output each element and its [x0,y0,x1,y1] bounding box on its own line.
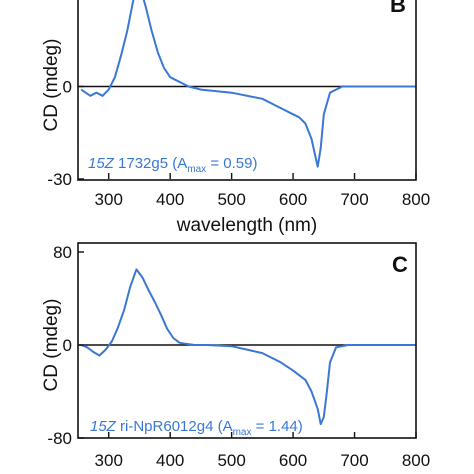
panel-b-y-ticks: -30 0 30 [47,0,84,189]
panel-c-annotation-sub: max [233,427,252,438]
x-tick-label: 500 [217,451,245,470]
y-tick-label: 30 [53,0,72,4]
panel-c-annotation: 15Z ri-NpR6012g4 (Amax = 1.44) [90,418,303,438]
series-line-0 [80,268,416,426]
panel-c-y-ticks: -80 0 80 [47,243,84,448]
y-tick-label: 0 [63,78,72,97]
y-tick-label: 80 [53,243,72,262]
panel-c-y-axis-label: CD (mdeg) [41,299,62,392]
panel-c-series [80,268,416,426]
panel-c: 300 400 500 600 700 800 -80 0 80 C CD (mdeg) 15… [41,242,430,470]
x-tick-label: 600 [279,190,307,209]
panel-b-x-ticks: 300 400 500 600 700 800 [95,173,430,209]
panel-b-annotation: 15Z 1732g5 (Amax = 0.59) [88,155,257,175]
x-tick-label: 500 [217,190,245,209]
x-tick-label: 800 [402,190,430,209]
panel-c-annotation-name: ri-NpR6012g4 (A [116,418,233,435]
panel-b-annotation-sub: max [187,164,206,175]
panel-c-annotation-compound: 15Z [90,418,117,435]
panel-b-annotation-value: = 0.59) [206,155,257,172]
x-tick-label: 800 [402,451,430,470]
panel-c-annotation-value: = 1.44) [251,418,302,435]
x-tick-label: 700 [340,190,368,209]
x-tick-label: 300 [95,190,123,209]
panel-b: 300 400 500 600 700 800 -30 0 30 B CD (mdeg) wa… [41,0,430,236]
panel-c-letter: C [392,252,408,277]
panel-c-frame [77,242,417,439]
x-tick-label: 400 [156,451,184,470]
y-tick-label: -80 [47,429,72,448]
panel-c-x-ticks: 300 400 500 600 700 800 [95,432,430,470]
panel-b-annotation-name: 1732g5 (A [114,155,187,172]
x-tick-label: 600 [279,451,307,470]
y-tick-label: 0 [63,336,72,355]
panel-b-annotation-compound: 15Z [88,155,115,172]
series-line-0 [80,0,416,168]
y-tick-label: -30 [47,170,72,189]
x-tick-label: 300 [95,451,123,470]
panel-b-x-axis-label: wavelength (nm) [176,215,317,236]
x-tick-label: 700 [340,451,368,470]
panel-b-y-axis-label: CD (mdeg) [41,39,62,132]
x-tick-label: 400 [156,190,184,209]
panel-b-letter: B [390,0,406,17]
panel-b-series [80,0,416,168]
